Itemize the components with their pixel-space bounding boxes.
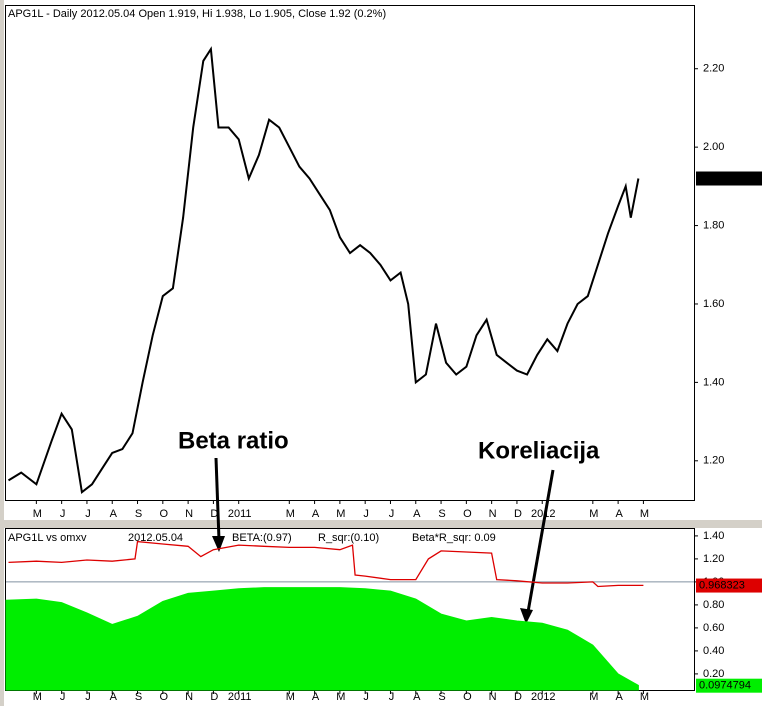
x-tick-label: N xyxy=(185,691,193,703)
x-tick-label: O xyxy=(160,508,169,520)
y-tick-label: 0.60 xyxy=(703,622,724,634)
x-tick-label: J xyxy=(60,691,66,703)
last-value-box xyxy=(696,678,762,693)
x-tick-label: M xyxy=(33,508,42,520)
y-tick-label: 0.80 xyxy=(703,599,724,611)
beta-line xyxy=(8,540,644,588)
x-tick-label: 2011 xyxy=(228,508,252,520)
y-tick-label: 2.20 xyxy=(703,63,724,75)
last-value-label: 0.968323 xyxy=(699,579,745,591)
y-tick-label: 1.40 xyxy=(703,376,724,388)
y-tick-label: 1.20 xyxy=(703,455,724,467)
x-tick-label: J xyxy=(389,508,395,520)
last-value-label: 1.92 xyxy=(699,172,720,184)
y-tick-label: 1.60 xyxy=(703,298,724,310)
x-tick-label: A xyxy=(110,508,118,520)
panel-date: 2012.05.04 xyxy=(128,532,183,544)
y-tick-label: 1.80 xyxy=(703,219,724,231)
legend-entry: R_sqr:(0.10) xyxy=(318,532,379,544)
legend-entry: Beta*R_sqr: 0.09 xyxy=(412,532,496,544)
arrowhead xyxy=(212,536,225,552)
arrow xyxy=(214,457,221,541)
x-tick-label: A xyxy=(312,691,320,703)
x-tick-label: S xyxy=(438,691,445,703)
x-tick-label: J xyxy=(363,508,369,520)
x-tick-label: N xyxy=(489,691,497,703)
last-value-box xyxy=(696,171,762,186)
x-tick-label: M xyxy=(286,508,295,520)
legend-entry: BETA:(0.97) xyxy=(232,532,292,544)
price-panel-frame xyxy=(5,5,695,501)
x-tick-label: A xyxy=(615,691,623,703)
x-tick-label: M xyxy=(589,508,598,520)
x-tick-label: J xyxy=(363,691,369,703)
annotation: Beta ratio xyxy=(178,427,289,454)
y-tick-label: 2.00 xyxy=(703,141,724,153)
panel-title: APG1L vs omxv xyxy=(8,532,87,544)
x-tick-label: D xyxy=(514,691,522,703)
x-tick-label: J xyxy=(85,508,91,520)
x-tick-label: O xyxy=(160,691,169,703)
x-tick-label: S xyxy=(135,691,142,703)
last-value-box xyxy=(696,578,762,593)
y-tick-label: 0.20 xyxy=(703,668,724,680)
x-tick-label: M xyxy=(640,508,649,520)
y-tick-label: 0.40 xyxy=(703,645,724,657)
x-tick-label: M xyxy=(640,691,649,703)
left-edge xyxy=(0,0,4,706)
x-tick-label: M xyxy=(286,691,295,703)
x-tick-label: A xyxy=(413,508,421,520)
x-tick-label: M xyxy=(33,691,42,703)
x-tick-label: 2012 xyxy=(531,508,555,520)
x-tick-label: A xyxy=(312,508,320,520)
x-tick-label: A xyxy=(413,691,421,703)
x-tick-label: N xyxy=(185,508,193,520)
chart-title: APG1L - Daily 2012.05.04 Open 1.919, Hi … xyxy=(8,8,386,20)
x-tick-label: A xyxy=(110,691,118,703)
y-tick-label: 1.40 xyxy=(703,530,724,542)
x-tick-label: S xyxy=(135,508,142,520)
panel-splitter xyxy=(4,520,762,528)
arrowhead xyxy=(520,608,533,624)
x-tick-label: D xyxy=(514,508,522,520)
x-tick-label: D xyxy=(210,508,218,520)
x-tick-label: J xyxy=(389,691,395,703)
x-tick-label: J xyxy=(60,508,66,520)
price-line xyxy=(7,46,640,495)
x-tick-label: O xyxy=(463,691,472,703)
x-tick-label: S xyxy=(438,508,445,520)
arrow xyxy=(526,469,555,613)
x-tick-label: M xyxy=(589,691,598,703)
x-tick-label: 2011 xyxy=(228,691,252,703)
x-tick-label: D xyxy=(210,691,218,703)
x-tick-label: N xyxy=(489,508,497,520)
annotation: Koreliacija xyxy=(478,437,600,464)
last-value-label: 0.0974794 xyxy=(699,680,751,692)
x-tick-label: A xyxy=(615,508,623,520)
y-tick-label: 1.20 xyxy=(703,553,724,565)
x-tick-label: 2012 xyxy=(531,691,555,703)
x-tick-label: J xyxy=(85,691,91,703)
x-tick-label: M xyxy=(336,508,345,520)
x-tick-label: M xyxy=(336,691,345,703)
r-sqr-area xyxy=(5,587,639,691)
x-tick-label: O xyxy=(463,508,472,520)
